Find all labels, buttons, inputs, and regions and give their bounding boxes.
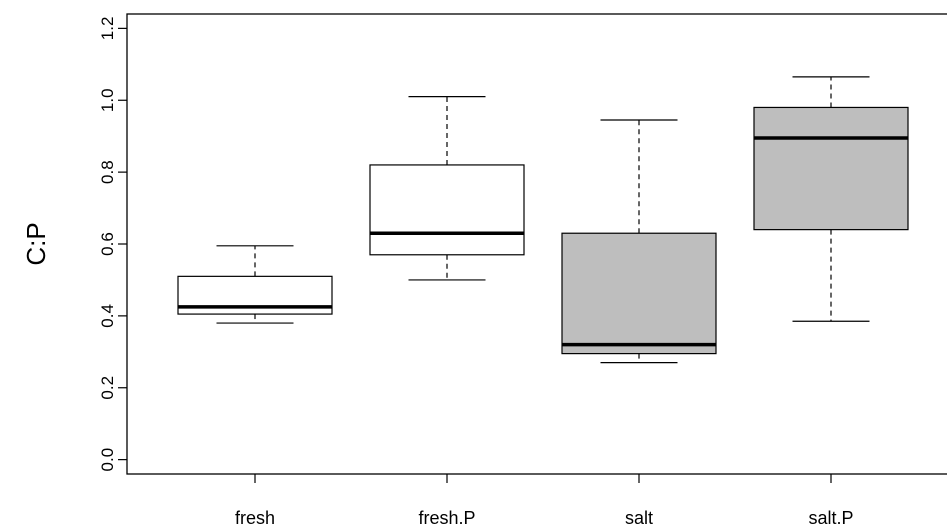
y-tick-label: 1.0 [98,88,117,112]
y-tick-label: 0.6 [98,232,117,256]
y-axis-title: C:P [21,222,51,265]
iqr-box [753,106,909,231]
x-axis: fresh fresh.P salt salt.P [235,474,854,527]
box-fresh.P [369,96,525,281]
iqr-box [369,164,525,256]
box-salt.P [753,76,909,322]
plot-frame [126,13,947,475]
x-category-label: fresh.P [418,508,475,527]
box-salt [561,119,717,364]
boxes-group [177,76,909,364]
y-tick-label: 0.0 [98,448,117,472]
y-axis: 0.0 0.2 0.4 0.6 0.8 1.0 1.2 [98,17,127,472]
x-category-label: fresh [235,508,275,527]
iqr-box [561,232,717,355]
y-tick-label: 0.4 [98,304,117,328]
y-tick-label: 0.2 [98,376,117,400]
box-fresh [177,245,333,324]
y-tick-label: 1.2 [98,17,117,41]
x-category-label: salt [625,508,653,527]
x-category-label: salt.P [808,508,853,527]
y-tick-label: 0.8 [98,160,117,184]
